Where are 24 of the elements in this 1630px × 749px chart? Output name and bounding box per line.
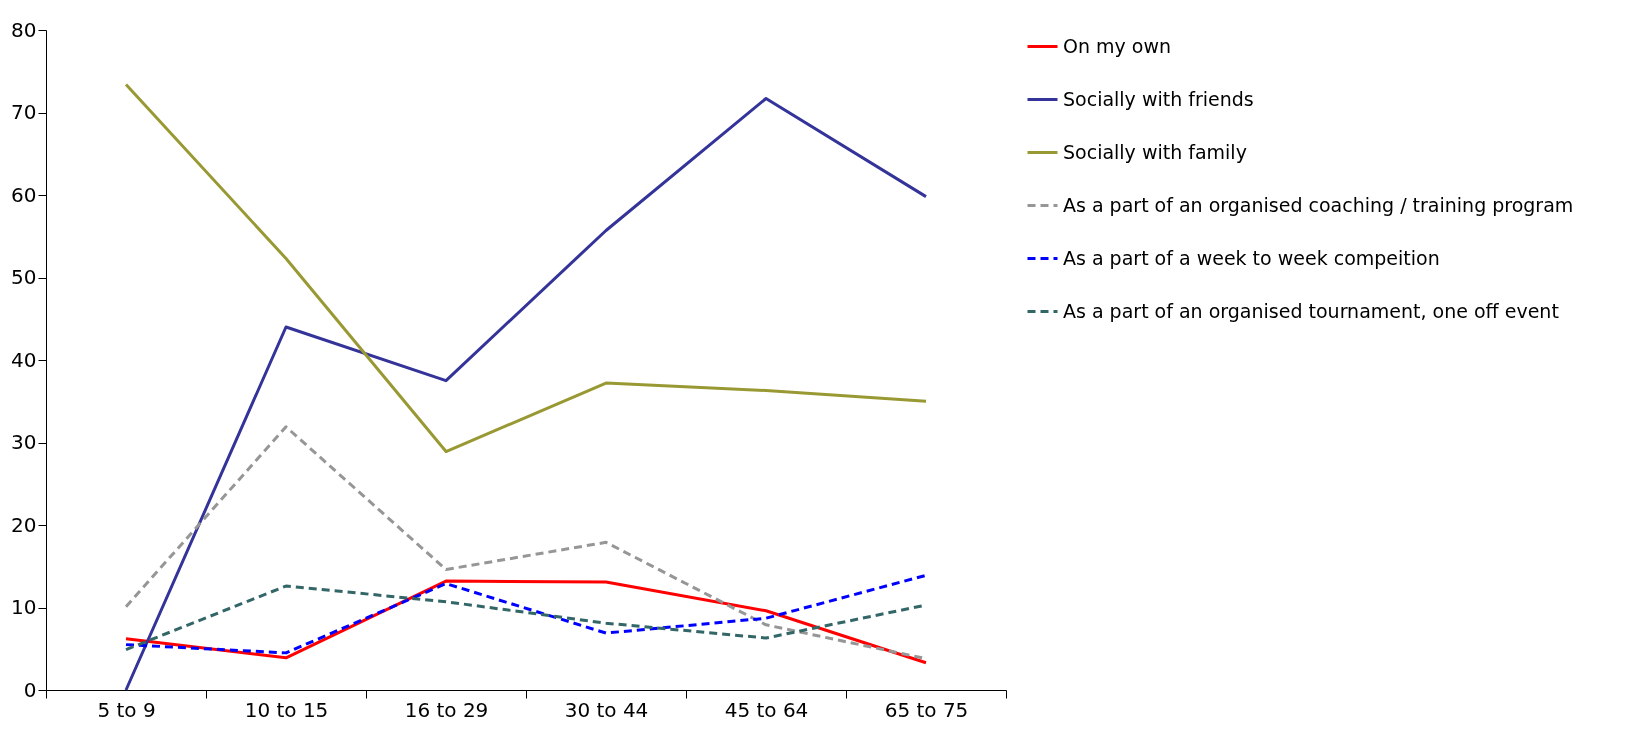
y-tick-label: 80 (11, 17, 37, 42)
legend-label: As a part of an organised coaching / training program (1063, 193, 1574, 216)
x-tick-label: 16 to 29 (404, 697, 489, 722)
legend-label: On my own (1063, 34, 1172, 57)
y-tick-label: 50 (11, 265, 37, 289)
y-tick-label: 30 (11, 430, 37, 454)
y-tick-label: 20 (11, 512, 37, 537)
legend-label: As a part of an organised tournament, one off event (1063, 299, 1559, 322)
x-tick-label: 5 to 9 (97, 697, 156, 722)
y-tick-label: 70 (11, 100, 37, 124)
legend-label: Socially with family (1063, 140, 1247, 163)
x-tick-label: 10 to 15 (244, 697, 329, 722)
line-series (124, 573, 928, 655)
legend-label: Socially with friends (1063, 87, 1254, 110)
x-tick-label: 65 to 75 (884, 697, 969, 722)
x-tick-label: 45 to 64 (724, 697, 809, 722)
y-tick-label: 0 (23, 677, 37, 702)
x-tick-label: 30 to 44 (564, 697, 649, 722)
legend-label: As a part of a week to week compeition (1063, 246, 1440, 269)
line-series (124, 96, 928, 692)
y-tick-label: 40 (11, 347, 37, 372)
y-tick-label: 10 (11, 595, 37, 619)
line-series (124, 82, 928, 454)
y-tick-label: 60 (11, 182, 37, 207)
